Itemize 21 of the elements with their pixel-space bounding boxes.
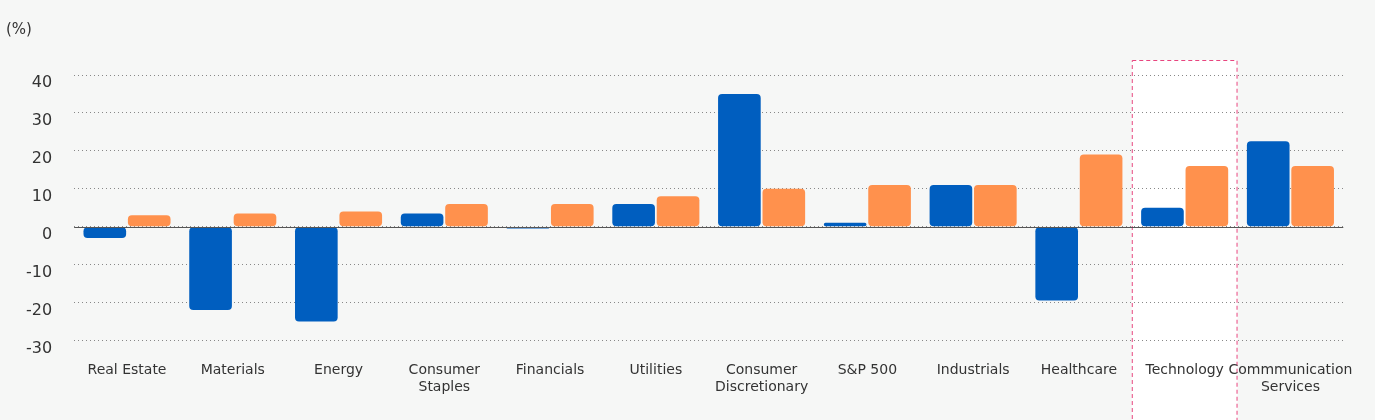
y-tick-label: 10 xyxy=(31,185,53,205)
x-tick-label: Real Estate xyxy=(87,361,167,378)
y-tick-label: 0 xyxy=(41,223,53,243)
x-tick-label: S&P 500 xyxy=(837,361,898,378)
y-tick-label: 20 xyxy=(31,147,53,167)
y-tick-label: -30 xyxy=(25,337,53,357)
x-tick-label: Technology xyxy=(1144,361,1224,378)
x-tick-label: Consumer Staples xyxy=(408,361,481,395)
x-tick-label: Healthcare xyxy=(1040,361,1118,378)
y-tick-label: -20 xyxy=(25,299,53,319)
x-tick-label: Commmunication Services xyxy=(1228,361,1353,395)
x-tick-label: Materials xyxy=(200,361,265,378)
y-axis-title: (%) xyxy=(6,19,32,38)
x-tick-label: Utilities xyxy=(629,361,683,378)
y-tick-label: 30 xyxy=(31,110,53,130)
y-tick-label: -10 xyxy=(25,261,53,281)
x-tick-label: Consumer Discretionary xyxy=(715,361,809,395)
x-tick-label: Industrials xyxy=(936,361,1010,378)
x-tick-label: Financials xyxy=(515,361,585,378)
x-tick-label: Energy xyxy=(314,361,364,378)
y-tick-label: 40 xyxy=(31,72,53,92)
